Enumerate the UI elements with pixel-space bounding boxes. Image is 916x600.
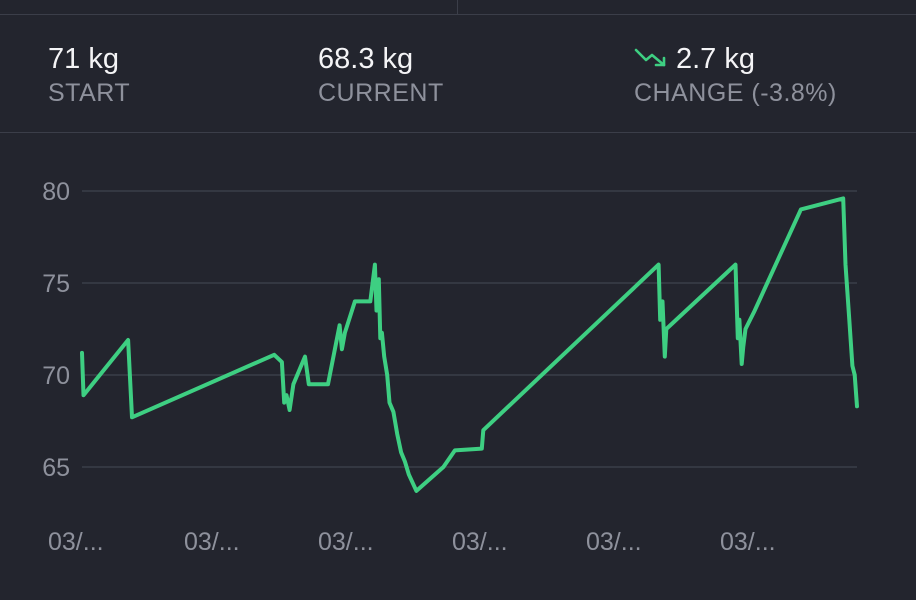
stat-current-label: CURRENT	[318, 79, 444, 107]
stat-change-value-row: 2.7 kg	[634, 42, 837, 76]
x-tick-label: 03/...	[48, 528, 104, 556]
x-tick-label: 03/...	[318, 528, 374, 556]
stat-current-value: 68.3 kg	[318, 43, 414, 75]
stat-change: 2.7 kg CHANGE (-3.8%)	[634, 42, 837, 108]
stat-change-label: CHANGE (-3.8%)	[634, 79, 837, 107]
stats-top-border	[0, 14, 916, 15]
stat-start: 71 kg START	[48, 42, 130, 108]
y-axis-labels: 65 70 75 80	[42, 178, 70, 482]
stat-change-value: 2.7 kg	[676, 43, 755, 75]
x-axis-labels: 03/... 03/... 03/... 03/... 03/... 03/...	[48, 528, 776, 556]
trending-down-icon	[634, 49, 666, 67]
y-tick-label: 70	[42, 362, 70, 390]
y-tick-label: 65	[42, 454, 70, 482]
stats-bottom-border	[0, 132, 916, 133]
x-tick-label: 03/...	[586, 528, 642, 556]
grid-lines	[82, 190, 857, 468]
top-strip	[0, 0, 916, 14]
x-tick-label: 03/...	[452, 528, 508, 556]
stat-start-value: 71 kg	[48, 43, 119, 75]
stat-start-label: START	[48, 79, 131, 107]
x-tick-label: 03/...	[720, 528, 776, 556]
y-tick-label: 75	[42, 270, 70, 298]
weight-series-line	[80, 196, 859, 493]
y-tick-label: 80	[42, 178, 70, 206]
stat-current: 68.3 kg CURRENT	[318, 42, 444, 108]
x-tick-label: 03/...	[184, 528, 240, 556]
stats-row: 71 kg START 68.3 kg CURRENT 2.7 kg CHANG…	[0, 14, 916, 132]
top-divider	[457, 0, 458, 14]
